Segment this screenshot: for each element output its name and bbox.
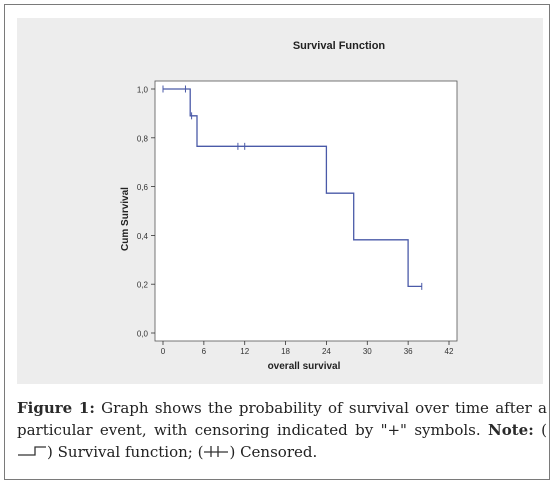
- plot-area: [154, 80, 458, 342]
- survival-line-icon: [17, 442, 47, 464]
- y-axis: 0,0 0,2 0,4 0,6 0,8 1,0: [137, 86, 155, 339]
- censored-marker-icon: [203, 442, 229, 464]
- caption-survival-text: Survival function; (: [52, 443, 204, 461]
- x-tick-label: 42: [445, 347, 454, 356]
- figure-frame: Survival Function 0,0 0,2 0,4 0,6 0,8 1,0 0 6 1…: [4, 4, 550, 480]
- x-tick-label: 6: [202, 347, 207, 356]
- x-tick-label: 0: [161, 347, 166, 356]
- x-tick-label: 18: [281, 347, 290, 356]
- caption-text: Graph shows the probability of survival …: [17, 399, 547, 439]
- y-tick-label: 0,8: [137, 134, 149, 143]
- survival-step-line: [163, 88, 422, 288]
- figure-caption: Figure 1: Graph shows the probability of…: [17, 397, 547, 464]
- caption-censored-text: ) Censored.: [229, 443, 318, 461]
- y-tick-label: 0,2: [137, 281, 149, 290]
- y-tick-label: 0,4: [137, 232, 149, 241]
- caption-label: Figure 1:: [17, 399, 95, 417]
- x-axis-label: overall survival: [268, 361, 341, 372]
- y-tick-label: 0,0: [137, 330, 149, 339]
- x-tick-label: 12: [240, 347, 249, 356]
- survival-chart: Survival Function 0,0 0,2 0,4 0,6 0,8 1,0 0 6 1…: [120, 40, 458, 372]
- chart-panel: Survival Function 0,0 0,2 0,4 0,6 0,8 1,0 0 6 1…: [17, 18, 543, 384]
- x-axis: 0 6 12 18 24 30 36 42: [161, 341, 454, 356]
- x-tick-label: 36: [404, 347, 413, 356]
- caption-note-label: Note:: [488, 421, 534, 439]
- y-axis-label: Cum Survival: [120, 187, 131, 251]
- y-tick-label: 1,0: [137, 86, 149, 95]
- chart-title: Survival Function: [293, 40, 386, 52]
- x-tick-label: 24: [322, 347, 331, 356]
- x-tick-label: 30: [363, 347, 372, 356]
- y-tick-label: 0,6: [137, 183, 149, 192]
- series-layer: [162, 85, 423, 290]
